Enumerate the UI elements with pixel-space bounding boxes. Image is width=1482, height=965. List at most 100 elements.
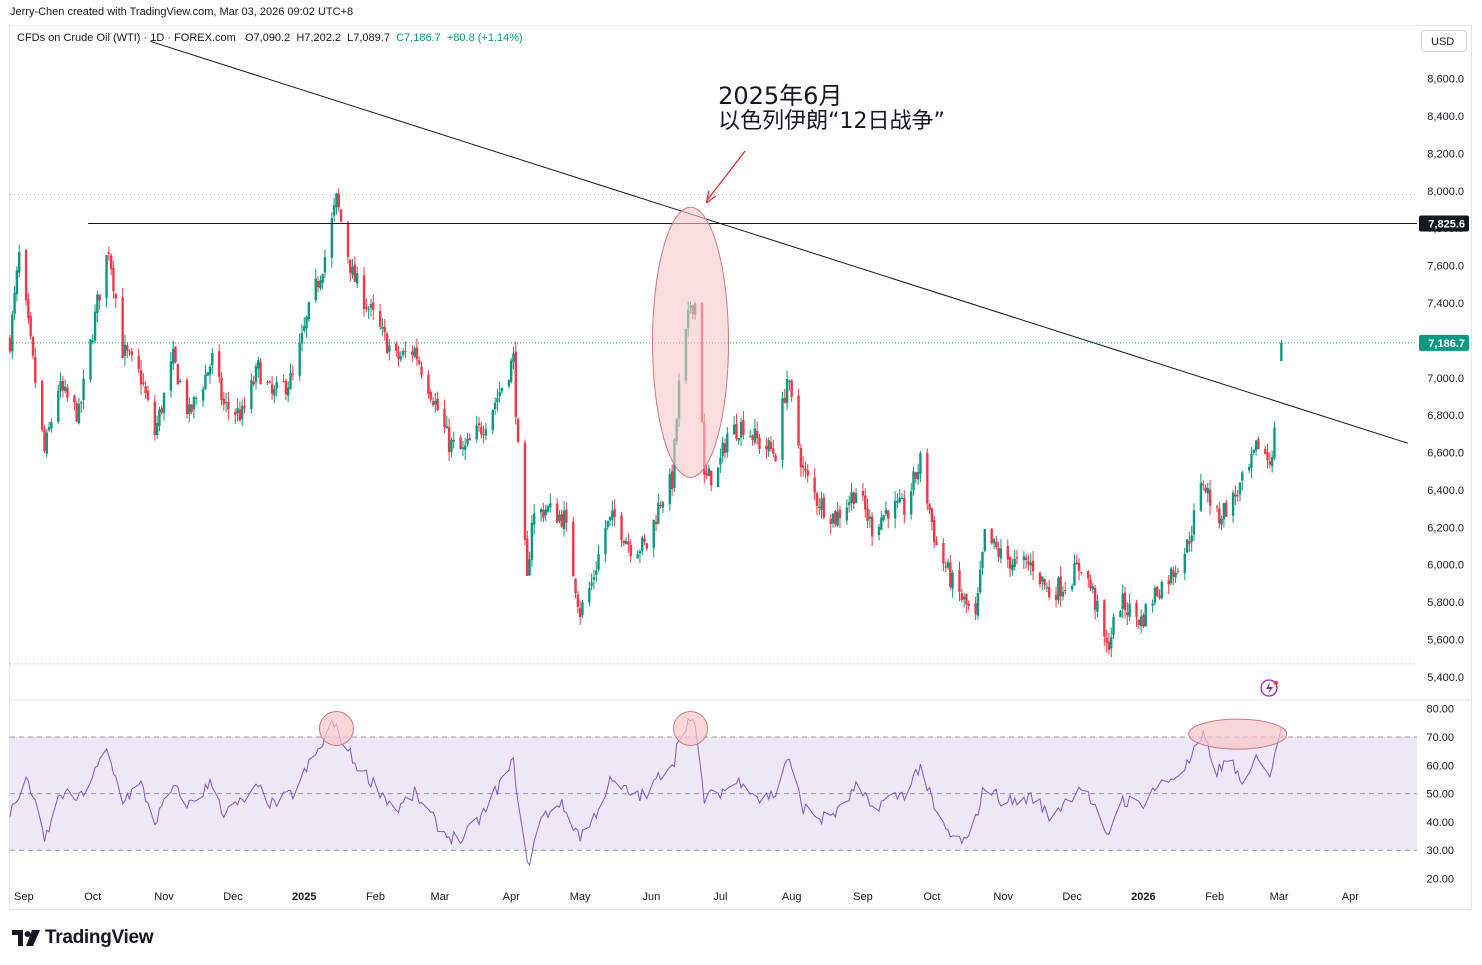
candle-body — [107, 252, 111, 254]
currency-button[interactable]: USD — [1421, 30, 1467, 52]
flash-icon-dot — [1274, 681, 1278, 685]
time-tick-label: Apr — [503, 891, 520, 903]
price-tick-label: 6,800.0 — [1427, 410, 1464, 422]
candle-body — [452, 440, 455, 442]
candle-body — [928, 504, 931, 510]
candle-body — [581, 601, 584, 616]
candle-body — [1204, 487, 1207, 492]
price-tick-label: 5,400.0 — [1427, 672, 1464, 684]
candle-body — [1254, 440, 1258, 451]
candle-body — [413, 348, 416, 357]
rsi-tick-label: 40.00 — [1426, 817, 1454, 829]
candle-body — [516, 419, 520, 443]
candle-body — [558, 514, 561, 522]
candle-body — [372, 302, 375, 310]
candle-body — [845, 507, 849, 521]
time-tick-label: Apr — [1342, 891, 1359, 903]
rsi-highlight-feb — [1188, 718, 1288, 750]
candles — [8, 188, 1283, 658]
candle-body — [1234, 494, 1237, 497]
flash-icon[interactable] — [1260, 679, 1278, 697]
attribution-text: Jerry-Chen created with TradingView.com,… — [10, 6, 354, 18]
candle-body — [1266, 452, 1269, 461]
time-tick-label: Oct — [84, 891, 101, 903]
candle-body — [1091, 586, 1095, 590]
time-tick-label: Feb — [1205, 891, 1224, 903]
time-tick-label: Dec — [1062, 891, 1082, 903]
candle-body — [27, 299, 30, 319]
candle-body — [613, 508, 616, 517]
candle-body — [739, 421, 743, 438]
time-tick-label: 2026 — [1131, 891, 1155, 903]
candle-body — [588, 588, 591, 603]
candle-body — [1270, 457, 1274, 467]
candle-body — [319, 280, 322, 289]
candle-body — [1247, 466, 1251, 471]
candle-body — [195, 398, 198, 400]
candle-body — [753, 428, 757, 443]
candle-body — [645, 543, 649, 549]
candle-body — [532, 513, 536, 525]
candle-body — [772, 448, 775, 454]
candle-body — [57, 390, 60, 422]
candle-body — [1252, 449, 1255, 453]
candle-body — [401, 351, 405, 355]
price-tick-label: 6,000.0 — [1427, 560, 1464, 572]
candle-body — [544, 509, 547, 516]
candle-body — [316, 281, 320, 288]
candle-body — [427, 374, 430, 394]
candle-body — [578, 608, 582, 618]
candle-body — [850, 492, 853, 504]
candle-body — [73, 395, 76, 403]
candle-body — [1128, 603, 1131, 617]
candle-body — [608, 516, 612, 521]
price-tick-label: 6,400.0 — [1427, 485, 1464, 497]
candle-body — [668, 473, 672, 505]
candle-body — [1006, 545, 1009, 560]
candle-body — [514, 351, 517, 417]
candle-body — [1093, 587, 1097, 610]
candle-body — [1201, 483, 1205, 486]
candle-body — [723, 443, 727, 453]
rsi-tick-label: 30.00 — [1426, 845, 1454, 857]
candle-body — [981, 551, 984, 568]
candle-body — [234, 411, 237, 415]
candle-body — [820, 498, 823, 511]
candle-body — [40, 380, 44, 430]
candle-body — [574, 578, 577, 594]
candle-body — [590, 582, 593, 586]
candle-body — [916, 471, 920, 480]
candle-body — [11, 314, 14, 352]
time-tick-label: Nov — [154, 891, 174, 903]
tradingview-brand[interactable]: TradingView — [12, 927, 154, 949]
candle-body — [769, 442, 773, 450]
rsi-tick-label: 70.00 — [1426, 732, 1454, 744]
candle-body — [273, 388, 276, 396]
candle-body — [555, 503, 559, 523]
rsi-tick-label: 80.00 — [1426, 704, 1454, 716]
candle-body — [1231, 492, 1235, 516]
candle-body — [652, 519, 655, 548]
last-price-badge: 7,186.7 — [1419, 334, 1469, 351]
candle-body — [185, 379, 189, 414]
candle-body — [1105, 637, 1108, 643]
candle-body — [241, 405, 244, 419]
candle-body — [1169, 568, 1173, 584]
candle-body — [1174, 572, 1177, 578]
candle-body — [1107, 641, 1111, 650]
candle-body — [160, 408, 163, 413]
candle-body — [882, 514, 885, 520]
candle-body — [411, 351, 414, 356]
candle-body — [496, 398, 499, 403]
candle-body — [755, 430, 759, 439]
time-tick-label: Sep — [853, 891, 873, 903]
candle-body — [1070, 585, 1074, 590]
price-axis: 5,400.0 5,600.0 5,800.0 6,000.0 6,200.0 6,400… — [1427, 74, 1464, 684]
candle-body — [1190, 535, 1193, 542]
last-price-badge-bg — [1419, 334, 1469, 351]
candle-body — [45, 432, 48, 454]
candle-body — [284, 380, 288, 395]
symbol-title[interactable]: CFDs on Crude Oil (WTI) · 1D · FOREX.com — [17, 32, 236, 44]
candle-body — [395, 343, 398, 351]
